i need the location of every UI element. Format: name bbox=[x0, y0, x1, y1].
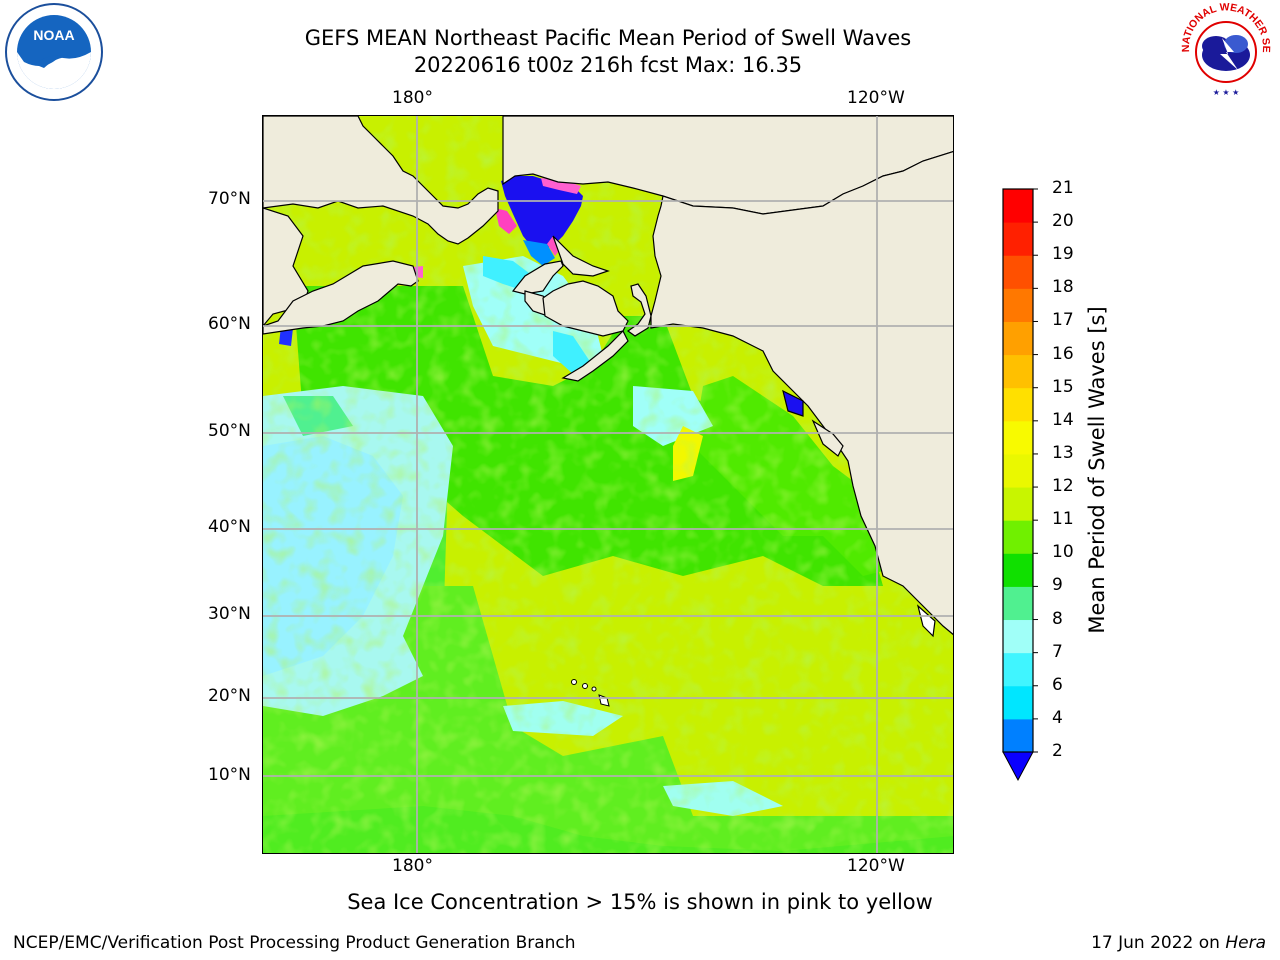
colorbar-segment bbox=[1003, 420, 1033, 455]
nws-logo-icon: NATIONAL WEATHER SERVICE ★ ★ ★ bbox=[1176, 0, 1272, 97]
colorbar-tick-label: 12 bbox=[1052, 476, 1074, 497]
colorbar-outline bbox=[1002, 188, 1034, 753]
lon-label-bottom-180: 180° bbox=[392, 856, 433, 876]
colorbar-tick-label: 14 bbox=[1052, 409, 1074, 430]
colorbar-segment bbox=[1003, 718, 1033, 753]
run-date-text: 17 Jun 2022 on bbox=[1091, 933, 1220, 953]
colorbar-segment bbox=[1003, 652, 1033, 687]
colorbar-segment bbox=[1003, 321, 1033, 356]
colorbar-tick-label: 11 bbox=[1052, 509, 1074, 530]
credit-text: NCEP/EMC/Verification Post Processing Pr… bbox=[13, 933, 576, 953]
colorbar-tick-label: 2 bbox=[1052, 741, 1063, 761]
chart-subtitle: 20220616 t00z 216h fcst Max: 16.35 bbox=[413, 53, 803, 77]
colorbar-segment bbox=[1003, 553, 1033, 587]
colorbar-tick-label: 9 bbox=[1052, 575, 1063, 596]
sea-ice-field bbox=[279, 176, 593, 374]
chart-title: GEFS MEAN Northeast Pacific Mean Period … bbox=[304, 26, 912, 50]
colorbar-label: Mean Period of Swell Waves [s] bbox=[1085, 306, 1109, 634]
sea-ice-footnote: Sea Ice Concentration > 15% is shown in … bbox=[347, 890, 933, 914]
colorbar-tick-label: 15 bbox=[1052, 376, 1074, 397]
colorbar-tick-label: 21 bbox=[1052, 178, 1074, 198]
colorbar-segment bbox=[1003, 387, 1033, 422]
colorbar-tick-label: 20 bbox=[1052, 211, 1074, 232]
lat-label-40n: 40°N bbox=[208, 517, 251, 537]
run-host: Hera bbox=[1225, 933, 1266, 953]
colorbar-tick-label: 10 bbox=[1052, 542, 1074, 563]
lat-label-10n: 10°N bbox=[208, 765, 251, 785]
colorbar-segment bbox=[1003, 453, 1033, 488]
noaa-logo-text: NOAA bbox=[33, 27, 74, 43]
colorbar-tick-label: 16 bbox=[1052, 343, 1074, 364]
colorbar-tick-label: 19 bbox=[1052, 244, 1074, 265]
colorbar-tick-label: 13 bbox=[1052, 442, 1074, 463]
lat-label-30n: 30°N bbox=[208, 604, 251, 624]
run-date: 17 Jun 2022 on Hera bbox=[1091, 933, 1266, 953]
colorbar-segment bbox=[1003, 189, 1033, 223]
colorbar-segment bbox=[1003, 520, 1033, 554]
colorbar-segment bbox=[1003, 619, 1033, 654]
colorbar-extend-triangle bbox=[1002, 751, 1034, 782]
colorbar-segment bbox=[1003, 222, 1033, 256]
colorbar-tick-label: 7 bbox=[1052, 641, 1063, 662]
colorbar-segment bbox=[1003, 685, 1033, 720]
colorbar-tick-label: 8 bbox=[1052, 608, 1063, 629]
lon-label-top-180: 180° bbox=[392, 88, 433, 108]
colorbar-segment bbox=[1003, 586, 1033, 621]
gridlines bbox=[263, 116, 953, 853]
colorbar-segment bbox=[1003, 255, 1033, 289]
colorbar-tick-label: 18 bbox=[1052, 277, 1074, 298]
lon-label-top-120w: 120°W bbox=[847, 88, 905, 108]
svg-text:★ ★ ★: ★ ★ ★ bbox=[1213, 88, 1240, 97]
colorbar-tick-label: 6 bbox=[1052, 674, 1063, 695]
siberia-land bbox=[263, 116, 499, 245]
lat-label-60n: 60°N bbox=[208, 314, 251, 334]
map-area bbox=[262, 115, 954, 854]
lat-label-20n: 20°N bbox=[208, 686, 251, 706]
lat-label-70n: 70°N bbox=[208, 189, 251, 209]
colorbar-segment bbox=[1003, 487, 1033, 521]
lon-label-bottom-120w: 120°W bbox=[847, 856, 905, 876]
colorbar-tick-label: 17 bbox=[1052, 310, 1074, 331]
colorbar-segment bbox=[1003, 354, 1033, 389]
colorbar-tick-label: 4 bbox=[1052, 707, 1063, 728]
noaa-logo-icon: NOAA bbox=[5, 3, 103, 101]
colorbar-segment bbox=[1003, 288, 1033, 322]
lat-label-50n: 50°N bbox=[208, 421, 251, 441]
